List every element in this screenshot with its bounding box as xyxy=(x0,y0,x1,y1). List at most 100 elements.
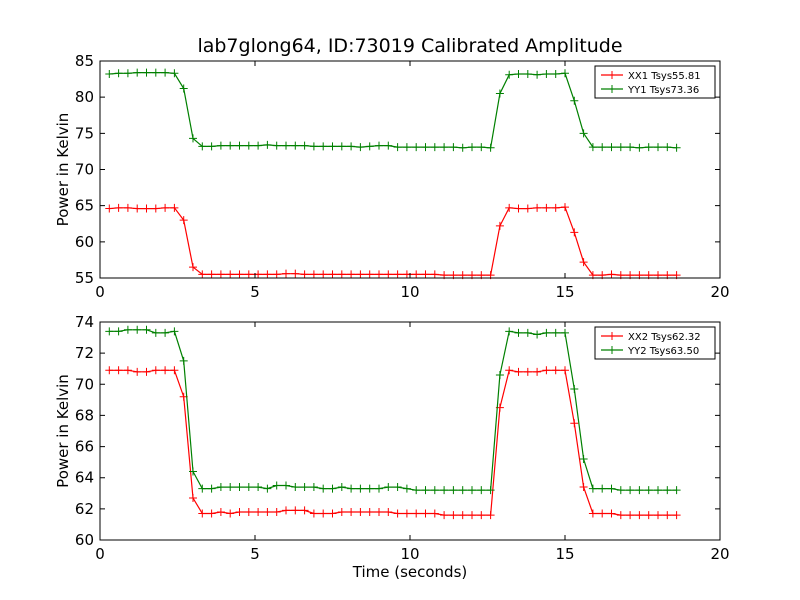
data-point xyxy=(514,204,523,213)
y-axis-label: Power in Kelvin xyxy=(54,374,72,488)
data-point xyxy=(570,419,579,428)
data-point xyxy=(105,70,114,79)
data-point xyxy=(449,486,458,495)
y-tick-label: 60 xyxy=(75,531,94,549)
data-point xyxy=(328,270,337,279)
data-point xyxy=(384,141,393,150)
y-tick-label: 80 xyxy=(75,88,94,106)
legend-box xyxy=(594,326,716,360)
data-point xyxy=(244,507,253,516)
data-point xyxy=(523,367,532,376)
data-point xyxy=(161,68,170,77)
data-point xyxy=(207,509,216,518)
data-point xyxy=(495,370,504,379)
data-point xyxy=(644,486,653,495)
data-point xyxy=(533,203,542,212)
data-point xyxy=(570,228,579,237)
x-tick-label: 5 xyxy=(250,545,260,563)
data-point xyxy=(384,483,393,492)
data-point xyxy=(161,203,170,212)
data-point xyxy=(282,269,290,278)
data-point xyxy=(477,143,486,152)
data-point xyxy=(300,483,309,492)
data-point xyxy=(207,270,216,279)
data-point xyxy=(393,483,402,492)
legend-marker xyxy=(608,85,616,93)
data-point xyxy=(477,486,486,495)
data-point xyxy=(300,506,309,515)
data-point xyxy=(402,143,411,152)
data-point xyxy=(375,141,383,150)
data-point xyxy=(412,509,421,518)
data-point xyxy=(542,328,551,337)
data-point xyxy=(133,367,142,376)
legend-marker xyxy=(608,346,616,354)
data-point xyxy=(505,70,514,79)
data-point xyxy=(170,69,179,78)
data-point xyxy=(672,511,681,520)
data-point xyxy=(198,509,207,518)
data-point xyxy=(300,270,309,279)
data-point xyxy=(402,509,411,518)
data-point xyxy=(263,270,272,279)
data-point xyxy=(263,484,272,493)
data-point xyxy=(170,366,179,375)
data-point xyxy=(644,511,653,520)
data-point xyxy=(244,483,253,492)
data-point xyxy=(598,484,607,493)
data-point xyxy=(495,221,504,230)
legend-label: XX2 Tsys62.32 xyxy=(628,332,701,343)
data-point xyxy=(254,141,263,150)
x-tick-label: 15 xyxy=(555,283,574,301)
x-axis-label: Time (seconds) xyxy=(352,563,468,581)
data-point xyxy=(672,143,681,152)
data-point xyxy=(123,325,132,334)
data-point xyxy=(114,366,123,375)
data-point xyxy=(291,141,300,150)
data-point xyxy=(151,68,160,77)
data-point xyxy=(198,270,207,279)
data-point xyxy=(365,270,374,279)
data-point xyxy=(384,270,393,279)
data-point xyxy=(133,68,142,77)
data-point xyxy=(226,270,235,279)
data-point xyxy=(309,270,318,279)
data-point xyxy=(495,89,504,98)
data-point xyxy=(337,483,346,492)
x-tick-label: 20 xyxy=(710,545,729,563)
data-point xyxy=(616,511,625,520)
data-point xyxy=(133,325,142,334)
data-point xyxy=(533,367,542,376)
data-point xyxy=(151,328,160,337)
data-point xyxy=(579,455,588,464)
data-point xyxy=(588,484,597,493)
data-point xyxy=(579,258,588,267)
data-point xyxy=(337,142,346,151)
data-point xyxy=(607,270,616,279)
data-point xyxy=(216,270,225,279)
data-point xyxy=(505,327,514,336)
data-point xyxy=(468,486,476,495)
legend-label: YY1 Tsys73.36 xyxy=(627,85,699,96)
data-point xyxy=(551,203,560,212)
data-point xyxy=(663,486,672,495)
data-point xyxy=(523,204,532,213)
legend: XX2 Tsys62.32 YY2 Tsys63.50 xyxy=(594,326,716,360)
data-point xyxy=(430,143,439,152)
data-point xyxy=(644,143,653,152)
data-point xyxy=(523,70,532,79)
data-point xyxy=(235,483,244,492)
data-point xyxy=(505,203,514,212)
data-point xyxy=(533,330,542,339)
data-point xyxy=(151,366,160,375)
data-point xyxy=(486,511,495,520)
data-point xyxy=(337,270,346,279)
y-tick-label: 66 xyxy=(75,438,94,456)
data-point xyxy=(356,484,365,493)
data-point xyxy=(654,143,662,152)
data-point xyxy=(561,328,569,337)
x-tick-label: 15 xyxy=(555,545,574,563)
data-point xyxy=(328,484,337,493)
chart-title: lab7glong64, ID:73019 Calibrated Amplitu… xyxy=(197,35,622,57)
